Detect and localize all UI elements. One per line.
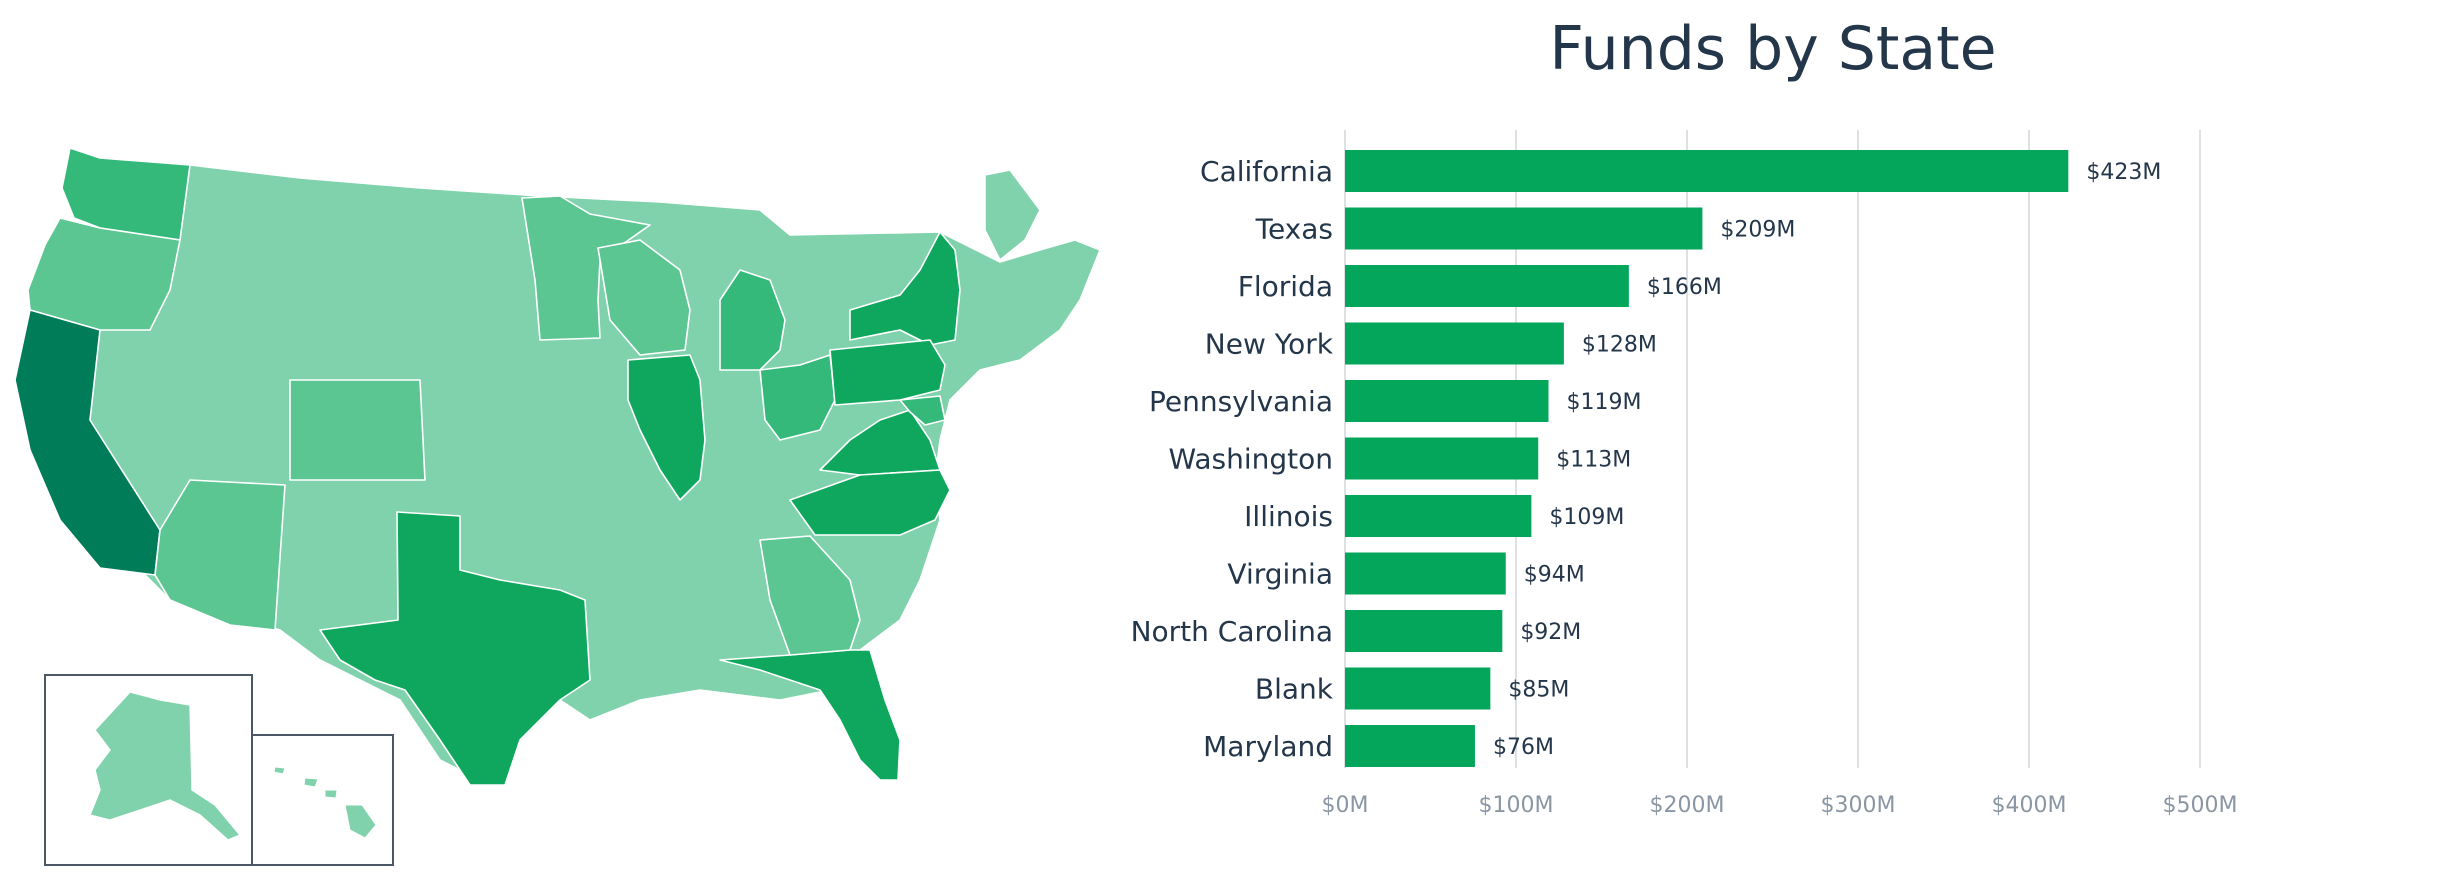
category-label: Washington	[1168, 443, 1333, 476]
x-tick-label: $300M	[1821, 793, 1896, 818]
category-label: Pennsylvania	[1149, 385, 1333, 418]
bar-chart-panel: Funds by State $0M $100M $200M $300M $400M $5…	[1100, 0, 2446, 884]
state-maryland	[899, 395, 946, 426]
value-label: $113M	[1556, 448, 1631, 473]
value-label: $128M	[1582, 333, 1657, 358]
bar	[1345, 322, 1564, 365]
category-label: Blank	[1255, 673, 1334, 706]
category-label: California	[1200, 155, 1333, 188]
x-tick-label: $500M	[2163, 793, 2238, 818]
state-maine	[984, 169, 1041, 261]
state-hawaii	[273, 766, 377, 839]
bar	[1345, 552, 1506, 595]
category-label: Illinois	[1244, 500, 1333, 533]
bar	[1345, 380, 1549, 422]
bar	[1345, 207, 1703, 250]
state-ohio	[759, 354, 836, 441]
category-label: New York	[1205, 328, 1334, 361]
x-tick-label: $400M	[1992, 793, 2067, 818]
state-minnesota	[521, 195, 651, 341]
state-california	[14, 309, 161, 576]
bar	[1345, 265, 1629, 307]
state-georgia	[759, 535, 861, 656]
category-label: Virginia	[1227, 558, 1333, 591]
bar-chart-svg: $0M $100M $200M $300M $400M $500M California $4…	[1131, 130, 2238, 818]
map-svg	[14, 147, 1101, 866]
state-new-york	[849, 231, 961, 346]
state-alaska	[89, 691, 242, 841]
bar	[1345, 610, 1503, 652]
bar	[1345, 667, 1491, 710]
bar	[1345, 495, 1532, 537]
value-label: $423M	[2086, 160, 2161, 185]
state-north-carolina	[789, 469, 951, 536]
value-label: $109M	[1549, 505, 1624, 530]
bar	[1345, 725, 1475, 767]
category-label: Florida	[1238, 270, 1333, 303]
value-label: $76M	[1493, 735, 1554, 760]
us-choropleth-map	[0, 0, 1101, 884]
category-label: North Carolina	[1131, 615, 1333, 648]
category-label: Texas	[1255, 213, 1333, 246]
value-label: $209M	[1720, 218, 1795, 243]
x-tick-label: $100M	[1479, 793, 1554, 818]
state-michigan	[719, 269, 786, 371]
state-texas	[319, 511, 591, 786]
state-pennsylvania	[829, 339, 946, 406]
state-arizona	[154, 479, 286, 631]
state-wisconsin	[597, 239, 691, 356]
value-label: $94M	[1524, 563, 1585, 588]
value-label: $119M	[1566, 390, 1641, 415]
value-label: $166M	[1647, 275, 1722, 300]
bar	[1345, 150, 2069, 192]
state-colorado	[289, 379, 426, 481]
alaska-inset	[44, 674, 253, 866]
chart-title: Funds by State	[1549, 14, 1997, 84]
value-label: $92M	[1520, 620, 1581, 645]
x-tick-label: $200M	[1650, 793, 1725, 818]
bar	[1345, 437, 1539, 480]
x-tick-label: $0M	[1322, 793, 1369, 818]
category-label: Maryland	[1203, 730, 1333, 763]
value-label: $85M	[1508, 678, 1569, 703]
state-illinois	[627, 354, 706, 501]
state-oregon	[27, 217, 181, 331]
hawaii-inset	[251, 734, 394, 866]
